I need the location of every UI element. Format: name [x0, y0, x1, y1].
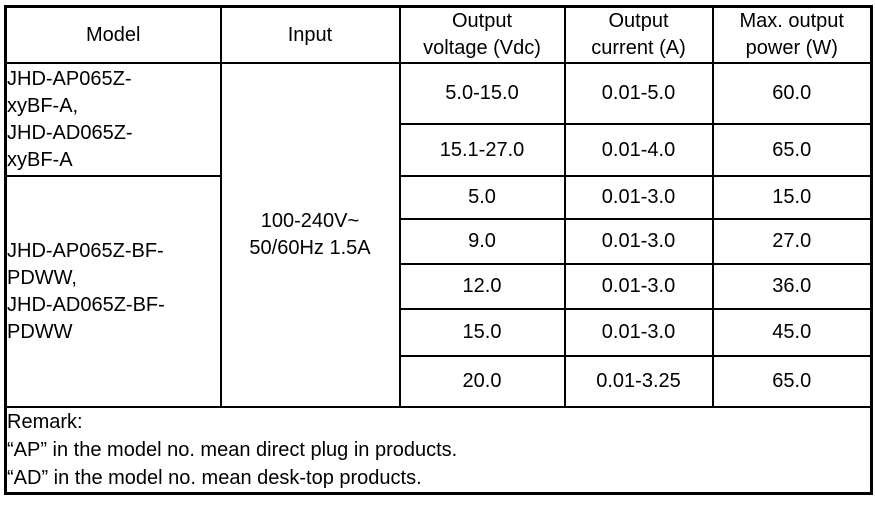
table-row: JHD-AP065Z- xyBF-A, JHD-AD065Z- xyBF-A 1… — [4, 62, 873, 408]
voltage-cell: 5.0-15.0 — [398, 62, 566, 125]
power-cell: 36.0 — [711, 263, 873, 310]
power-cell: 27.0 — [711, 218, 873, 265]
voltage-cell: 15.0 — [398, 308, 566, 357]
table-row: 20.0 0.01-3.25 65.0 — [6, 355, 873, 408]
header-row: Model Input Output voltage (Vdc) Output … — [4, 5, 873, 64]
col-header-output-current: Output current (A) — [563, 5, 714, 64]
current-cell: 0.01-3.0 — [563, 263, 714, 310]
power-cell: 65.0 — [711, 355, 873, 408]
table-row: 15.1-27.0 0.01-4.0 65.0 — [6, 123, 873, 177]
table-row: 12.0 0.01-3.0 36.0 — [6, 263, 873, 310]
table-row: JHD-AP065Z-BF- PDWW, JHD-AD065Z-BF- PDWW… — [4, 175, 873, 408]
voltage-cell: 5.0 — [398, 175, 566, 220]
remark-line-ap: “AP” in the model no. mean direct plug i… — [7, 439, 458, 461]
current-cell: 0.01-3.0 — [563, 218, 714, 265]
power-cell: 65.0 — [711, 123, 873, 177]
power-cell: 60.0 — [711, 62, 873, 125]
power-cell: 15.0 — [711, 175, 873, 220]
remark-cell: Remark: “AP” in the model no. mean direc… — [4, 406, 873, 495]
table-row: 9.0 0.01-3.0 27.0 — [6, 218, 873, 265]
power-spec-table: Model Input Output voltage (Vdc) Output … — [4, 5, 873, 495]
col-header-model: Model — [4, 5, 222, 64]
input-cell: 100-240V~ 50/60Hz 1.5A — [219, 62, 401, 408]
current-cell: 0.01-3.25 — [563, 355, 714, 408]
remark-line-ad: “AD” in the model no. mean desk-top prod… — [7, 467, 422, 489]
col-header-output-voltage: Output voltage (Vdc) — [398, 5, 566, 64]
voltage-cell: 12.0 — [398, 263, 566, 310]
current-cell: 0.01-3.0 — [563, 308, 714, 357]
remark-row: Remark: “AP” in the model no. mean direc… — [4, 406, 873, 495]
col-header-max-power: Max. output power (W) — [711, 5, 873, 64]
voltage-cell: 20.0 — [398, 355, 566, 408]
model-group-xybf-cell: JHD-AP065Z- xyBF-A, JHD-AD065Z- xyBF-A — [4, 62, 222, 177]
voltage-cell: 15.1-27.0 — [398, 123, 566, 177]
col-header-input: Input — [219, 5, 401, 64]
model-group-pdww-cell: JHD-AP065Z-BF- PDWW, JHD-AD065Z-BF- PDWW — [4, 175, 222, 408]
current-cell: 0.01-5.0 — [563, 62, 714, 125]
power-cell: 45.0 — [711, 308, 873, 357]
current-cell: 0.01-4.0 — [563, 123, 714, 177]
table-row: 15.0 0.01-3.0 45.0 — [6, 308, 873, 357]
current-cell: 0.01-3.0 — [563, 175, 714, 220]
voltage-cell: 9.0 — [398, 218, 566, 265]
remark-title: Remark: — [7, 411, 83, 433]
